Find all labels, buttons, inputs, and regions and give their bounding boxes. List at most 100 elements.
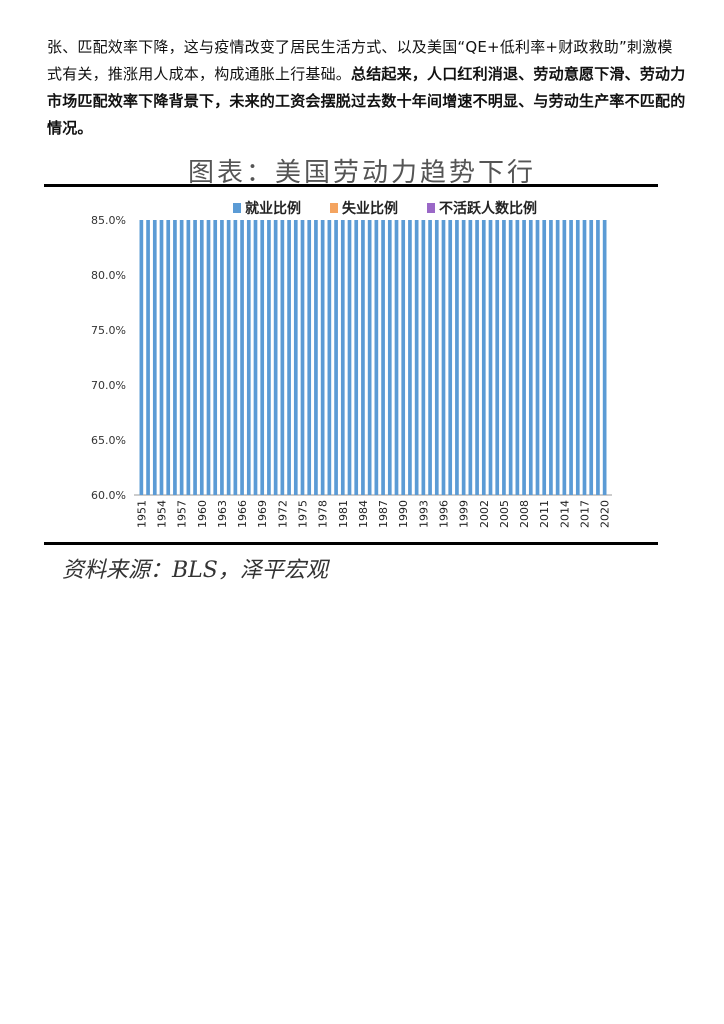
bar-employed-1955 [166, 220, 171, 495]
x-tick-label: 2017 [579, 500, 592, 528]
bar-employed-1982 [347, 220, 352, 495]
y-tick-label: 70.0% [91, 379, 126, 392]
bar-employed-1987 [381, 220, 385, 495]
bar-employed-2004 [495, 220, 500, 495]
bar-employed-1973 [287, 220, 291, 495]
x-tick-label: 1984 [357, 500, 370, 528]
bar-employed-1960 [199, 220, 204, 495]
bar-employed-1996 [441, 220, 446, 495]
bar-employed-1952 [146, 220, 150, 495]
y-tick-label: 85.0% [91, 214, 126, 227]
bar-employed-1999 [461, 220, 466, 495]
bar-employed-1991 [408, 220, 412, 495]
bar-employed-1985 [367, 220, 372, 495]
x-tick-label: 2020 [599, 500, 612, 528]
bar-employed-2001 [475, 220, 479, 495]
bar-employed-1951 [139, 220, 144, 495]
bar-employed-1974 [293, 220, 298, 495]
bar-employed-1957 [179, 220, 184, 495]
x-tick-label: 1954 [156, 500, 169, 528]
bar-employed-1954 [159, 220, 164, 495]
x-tick-label: 2011 [538, 500, 551, 528]
bar-employed-1984 [361, 220, 365, 495]
bar-employed-2000 [468, 220, 473, 495]
bar-employed-1966 [240, 220, 244, 495]
y-tick-label: 65.0% [91, 434, 126, 447]
figure-source: 资料来源：BLS，泽平宏观 [62, 558, 328, 583]
x-tick-label: 1957 [176, 500, 189, 528]
bar-employed-1979 [327, 220, 332, 495]
chart-legend: 就业比例 失业比例 不活跃人数比例 [233, 200, 537, 217]
bar-employed-1992 [414, 220, 419, 495]
bar-employed-2014 [562, 220, 567, 495]
y-tick-label: 80.0% [91, 269, 126, 282]
bar-employed-2012 [549, 220, 553, 495]
bar-employed-1988 [387, 220, 392, 495]
x-tick-label: 1990 [397, 500, 410, 528]
legend-label-not_in_labor_force: 不活跃人数比例 [439, 200, 537, 217]
legend-label-employed: 就业比例 [245, 200, 301, 217]
bar-employed-1964 [226, 220, 231, 495]
bar-employed-1958 [186, 220, 191, 495]
bar-employed-1959 [193, 220, 197, 495]
x-tick-label: 1996 [438, 500, 451, 528]
x-tick-label: 1978 [317, 500, 330, 528]
paragraph-text: 张、匹配效率下降，这与疫情改变了居民生活方式、以及美国“QE+低利率+财政救助”… [47, 38, 673, 83]
x-tick-label: 1960 [196, 500, 209, 528]
x-tick-label: 2008 [518, 500, 531, 528]
x-tick-label: 2014 [558, 500, 571, 528]
y-tick-label: 60.0% [91, 489, 126, 502]
x-tick-label: 1966 [236, 500, 249, 528]
stacked-bar-chart: 就业比例 失业比例 不活跃人数比例 60.0% 65.0% 70.0% 75.0% 80.0… [91, 200, 612, 528]
bar-employed-2020 [602, 220, 607, 495]
bar-employed-2009 [528, 220, 533, 495]
bar-employed-1953 [152, 220, 157, 495]
bar-employed-2006 [508, 220, 513, 495]
top-rule [44, 184, 658, 187]
x-tick-label: 1987 [377, 500, 390, 528]
y-tick-label: 75.0% [91, 324, 126, 337]
bar-employed-1971 [273, 220, 278, 495]
bar-employed-2008 [522, 220, 526, 495]
bar-employed-2015 [569, 220, 573, 495]
bar-employed-2018 [589, 220, 594, 495]
x-tick-label: 1975 [297, 500, 310, 528]
bar-employed-1990 [401, 220, 406, 495]
x-tick-label: 1969 [256, 500, 269, 528]
bar-employed-1981 [340, 220, 345, 495]
body-paragraph: 张、匹配效率下降，这与疫情改变了居民生活方式、以及美国“QE+低利率+财政救助”… [47, 34, 687, 142]
x-tick-label: 1993 [417, 500, 430, 528]
bar-employed-1961 [206, 220, 211, 495]
bar-employed-1980 [334, 220, 338, 495]
bar-employed-1978 [320, 220, 325, 495]
bar-employed-1983 [354, 220, 359, 495]
chart-bars [139, 220, 607, 495]
bar-employed-1963 [220, 220, 224, 495]
x-tick-label: 1972 [276, 500, 289, 528]
bar-employed-1977 [314, 220, 318, 495]
bottom-rule [44, 542, 658, 545]
bar-employed-2019 [596, 220, 600, 495]
bar-employed-2010 [535, 220, 540, 495]
bar-employed-1968 [253, 220, 258, 495]
bar-employed-2011 [542, 220, 547, 495]
bar-employed-1956 [173, 220, 177, 495]
bar-employed-1995 [434, 220, 439, 495]
bar-employed-2005 [502, 220, 506, 495]
bar-employed-1972 [280, 220, 285, 495]
bar-employed-1989 [394, 220, 399, 495]
bar-employed-1994 [428, 220, 432, 495]
legend-swatch-unemployed [330, 203, 338, 213]
bar-employed-2013 [555, 220, 560, 495]
bar-employed-1993 [421, 220, 426, 495]
bar-employed-1962 [213, 220, 218, 495]
bar-employed-1976 [307, 220, 312, 495]
bar-employed-2016 [575, 220, 580, 495]
x-tick-label: 1963 [216, 500, 229, 528]
bar-employed-2003 [488, 220, 493, 495]
paragraph-bold-text: 总结起来，人口红利消退、劳动意愿下滑、劳动力市场匹配效率下降背景下，未来的工资会… [47, 65, 686, 137]
x-tick-label: 2002 [478, 500, 491, 528]
x-tick-label: 2005 [498, 500, 511, 528]
figure-title: 图表：美国劳动力趋势下行 [187, 158, 536, 188]
legend-label-unemployed: 失业比例 [342, 200, 398, 217]
